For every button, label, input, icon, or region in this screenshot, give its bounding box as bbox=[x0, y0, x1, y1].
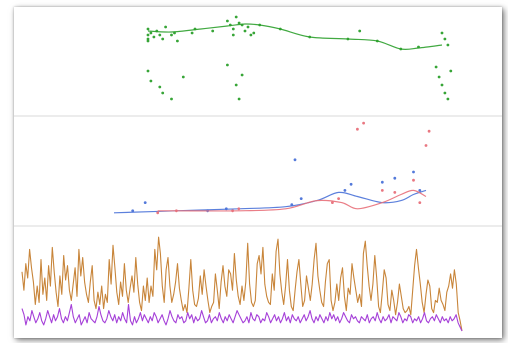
top-series-0-point-20 bbox=[234, 15, 238, 19]
top-series-0-point-7 bbox=[158, 33, 162, 37]
middle-series-0-point-11 bbox=[412, 170, 415, 174]
top-series-0-point-35 bbox=[440, 31, 444, 35]
middle-series-1-point-2 bbox=[231, 209, 235, 213]
middle-series-1-point-13 bbox=[427, 129, 431, 133]
top-series-0-point-52 bbox=[446, 97, 450, 101]
top-series-0-point-46 bbox=[237, 97, 241, 101]
top-series-0-point-9 bbox=[164, 25, 168, 29]
top-series-0-point-29 bbox=[308, 35, 312, 39]
top-series-0-point-13 bbox=[190, 31, 194, 35]
middle-series-1-point-9 bbox=[393, 191, 397, 194]
middle-series-1-point-0 bbox=[156, 211, 160, 215]
top-series-0-point-16 bbox=[226, 19, 229, 23]
middle-series-1-point-3 bbox=[237, 207, 241, 211]
panel-middle bbox=[113, 121, 431, 215]
top-series-0-point-5 bbox=[152, 35, 156, 39]
middle-series-0-point-12 bbox=[418, 189, 422, 192]
middle-series-0-smooth-line bbox=[113, 189, 427, 214]
top-series-0-point-21 bbox=[237, 21, 241, 25]
middle-series-1-point-12 bbox=[424, 144, 428, 147]
top-series-0-point-15 bbox=[211, 29, 215, 33]
top-series-0-point-47 bbox=[240, 73, 244, 77]
top-series-0-point-6 bbox=[155, 29, 159, 33]
middle-series-0-point-6 bbox=[299, 197, 303, 201]
top-series-0-point-39 bbox=[149, 79, 153, 83]
top-series-0-point-25 bbox=[249, 33, 253, 37]
top-series-0-point-48 bbox=[434, 65, 438, 69]
top-series-0-point-12 bbox=[176, 39, 179, 43]
middle-series-0-point-4 bbox=[290, 203, 294, 207]
panel-top bbox=[146, 15, 453, 101]
top-series-0-point-44 bbox=[226, 63, 229, 67]
top-series-0-point-42 bbox=[170, 97, 173, 101]
middle-series-0-point-5 bbox=[293, 158, 297, 162]
top-series-0-point-4 bbox=[149, 31, 153, 35]
top-series-0-point-19 bbox=[231, 33, 235, 37]
middle-series-0-point-7 bbox=[343, 189, 347, 192]
top-series-0-point-40 bbox=[158, 85, 162, 89]
middle-series-1-smooth-line bbox=[157, 189, 427, 212]
top-series-0-point-18 bbox=[231, 27, 235, 31]
middle-series-1-point-4 bbox=[331, 201, 334, 205]
middle-series-0-point-9 bbox=[380, 180, 384, 184]
top-series-0-point-3 bbox=[146, 39, 150, 43]
top-series-0-point-14 bbox=[193, 27, 197, 31]
middle-series-1-point-11 bbox=[418, 201, 422, 205]
top-series-0-point-0 bbox=[146, 27, 150, 31]
middle-series-1-point-10 bbox=[412, 178, 415, 182]
top-series-0-point-33 bbox=[399, 47, 403, 51]
top-series-0-point-38 bbox=[146, 69, 150, 73]
top-series-0-point-37 bbox=[446, 43, 450, 47]
middle-series-1-point-1 bbox=[175, 209, 178, 213]
top-series-0-point-34 bbox=[417, 45, 420, 49]
top-series-0-point-22 bbox=[240, 23, 244, 27]
middle-series-1-point-6 bbox=[356, 127, 359, 131]
top-series-0-point-27 bbox=[258, 23, 262, 27]
top-series-0-point-45 bbox=[234, 83, 238, 87]
top-series-0-point-36 bbox=[443, 37, 447, 41]
top-series-0-point-31 bbox=[358, 29, 362, 33]
top-series-0-point-49 bbox=[437, 75, 441, 79]
top-series-0-point-50 bbox=[440, 83, 444, 87]
chart-card bbox=[14, 7, 502, 338]
top-series-0-point-11 bbox=[173, 31, 176, 35]
middle-series-1-point-8 bbox=[380, 189, 384, 192]
top-series-0-point-32 bbox=[375, 39, 379, 43]
chart-svg bbox=[14, 15, 502, 332]
middle-series-0-point-1 bbox=[143, 201, 147, 205]
top-series-0-point-10 bbox=[170, 33, 173, 37]
top-series-0-point-1 bbox=[146, 33, 150, 37]
top-series-0-point-53 bbox=[449, 69, 453, 73]
top-series-0-point-51 bbox=[443, 91, 447, 95]
top-series-0-point-43 bbox=[181, 75, 185, 79]
middle-series-1-point-7 bbox=[362, 121, 365, 125]
top-series-0-point-41 bbox=[161, 91, 165, 95]
top-series-0-point-24 bbox=[246, 25, 250, 29]
top-series-0-point-28 bbox=[278, 27, 282, 31]
middle-series-0-point-8 bbox=[349, 182, 353, 186]
top-series-0-point-8 bbox=[161, 37, 165, 41]
middle-series-0-point-3 bbox=[224, 207, 228, 211]
middle-series-1-point-5 bbox=[337, 197, 340, 201]
top-series-0-point-26 bbox=[252, 31, 256, 35]
middle-series-0-point-0 bbox=[131, 209, 135, 213]
middle-series-0-point-10 bbox=[393, 176, 397, 180]
top-series-0-point-2 bbox=[146, 37, 150, 41]
top-series-0-point-23 bbox=[243, 29, 247, 33]
top-series-0-point-17 bbox=[228, 23, 232, 27]
bottom-series-0-line bbox=[21, 236, 463, 332]
top-series-0-smooth-line bbox=[147, 23, 443, 51]
bottom-series-1-line bbox=[21, 303, 463, 332]
panel-bottom bbox=[21, 236, 463, 332]
top-series-0-point-30 bbox=[346, 37, 350, 41]
